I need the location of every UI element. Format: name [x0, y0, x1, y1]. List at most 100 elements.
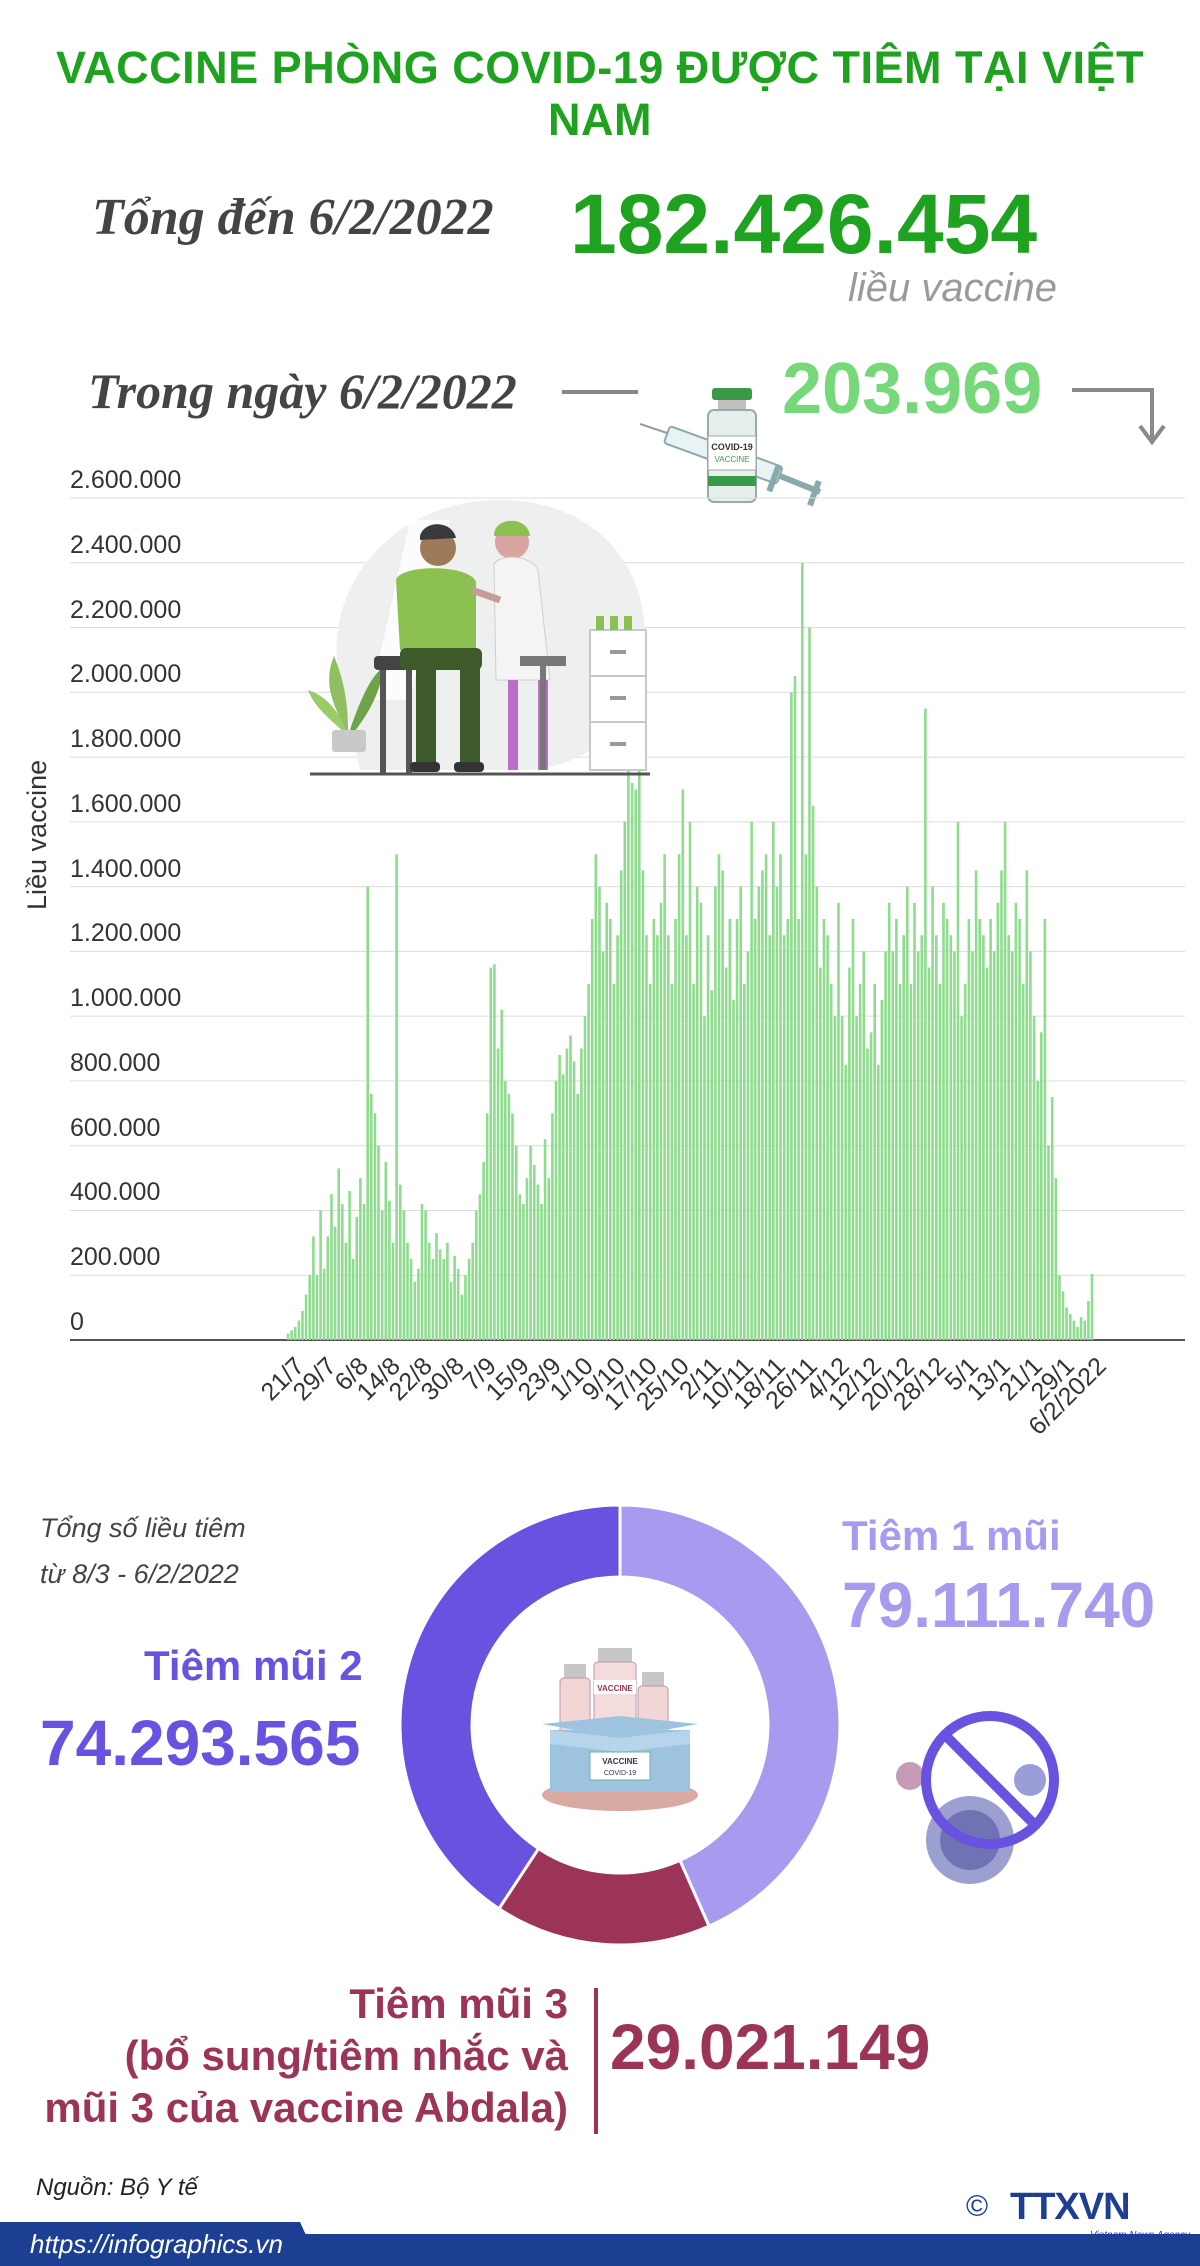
bar: [659, 902, 663, 1340]
bar: [963, 983, 967, 1340]
donut-slice: [398, 1503, 622, 1911]
no-virus-icon: [896, 1711, 1059, 1884]
bar: [1018, 919, 1021, 1340]
bar: [533, 1165, 536, 1340]
bar: [873, 983, 876, 1340]
bar: [489, 967, 493, 1340]
bar: [677, 854, 681, 1340]
bar: [688, 821, 692, 1340]
bar: [855, 1016, 858, 1340]
bar: [710, 990, 713, 1340]
bar: [308, 1275, 311, 1340]
bar: [580, 1048, 583, 1340]
bar: [565, 1048, 569, 1340]
pie-caption-line1: Tổng số liều tiêm: [40, 1513, 246, 1543]
bar: [1043, 919, 1047, 1340]
bar: [913, 902, 916, 1340]
dose3-label-line3: mũi 3 của vaccine Abdala): [44, 2084, 568, 2131]
bar: [460, 1294, 464, 1340]
bar: [1065, 1307, 1068, 1340]
bar: [775, 886, 779, 1340]
bar: [467, 1259, 471, 1340]
bar: [793, 676, 797, 1340]
vaccine-box-icon: VACCINE VACCINE COVID-19: [542, 1648, 698, 1811]
bar: [1076, 1327, 1079, 1340]
bar: [355, 1216, 359, 1340]
bar: [956, 821, 960, 1340]
bar: [924, 708, 927, 1340]
bar: [384, 1161, 388, 1340]
bar: [543, 1139, 547, 1340]
brand-logo: TTXVN: [1010, 2186, 1131, 2228]
bar: [902, 935, 905, 1340]
bar: [616, 935, 619, 1340]
vial-label-1: COVID-19: [711, 442, 753, 452]
bar: [1083, 1320, 1087, 1340]
y-tick-label: 800.000: [70, 1048, 161, 1077]
y-tick-label: 1.800.000: [70, 725, 182, 754]
bar: [772, 821, 775, 1340]
bar: [974, 870, 978, 1340]
bar: [438, 1249, 442, 1340]
y-tick-label: 1.000.000: [70, 984, 182, 1013]
y-tick-label: 600.000: [70, 1113, 161, 1142]
bar: [380, 1210, 384, 1340]
bar: [424, 1210, 427, 1340]
box-label-2: COVID-19: [604, 1770, 636, 1777]
bar: [348, 1191, 351, 1340]
bar: [1061, 1291, 1065, 1340]
plant-icon: [308, 656, 384, 752]
day-value: 203.969: [782, 349, 1043, 429]
bar: [739, 886, 742, 1340]
bar: [746, 951, 750, 1340]
dose3-label-line1: Tiêm mũi 3: [349, 1980, 568, 2027]
bar: [547, 1178, 551, 1340]
total-value: 182.426.454: [570, 177, 1038, 271]
bar: [1007, 935, 1010, 1340]
y-tick-label: 2.600.000: [70, 466, 182, 494]
y-tick-label: 200.000: [70, 1243, 161, 1272]
y-tick-label: 2.200.000: [70, 595, 182, 624]
bar: [753, 919, 757, 1340]
bar: [1069, 1314, 1072, 1340]
bar: [594, 854, 598, 1340]
bar: [315, 1275, 319, 1340]
bar: [862, 951, 866, 1340]
bar: [587, 983, 590, 1340]
day-connector: [562, 390, 638, 394]
bar: [724, 967, 728, 1340]
bar: [801, 562, 804, 1340]
bar: [478, 1194, 482, 1340]
bar: [290, 1330, 293, 1340]
vial-box-label: VACCINE: [597, 1684, 633, 1693]
bar: [670, 983, 674, 1340]
bar: [909, 983, 913, 1340]
bar: [623, 821, 627, 1340]
bar: [341, 1204, 344, 1340]
bar: [782, 935, 786, 1340]
bar: [1032, 1016, 1036, 1340]
bar: [695, 886, 699, 1340]
dose2-label: Tiêm mũi 2: [144, 1642, 363, 1689]
bar: [464, 1275, 467, 1340]
bar: [869, 1032, 873, 1340]
bar: [667, 935, 670, 1340]
bar: [880, 1000, 884, 1340]
bar: [638, 724, 641, 1340]
bar: [938, 983, 942, 1340]
bar: [706, 935, 710, 1340]
bar: [764, 854, 768, 1340]
footer-url-link[interactable]: https://infographics.vn: [0, 2222, 300, 2266]
bar: [833, 1016, 837, 1340]
bar: [945, 919, 949, 1340]
bar: [1087, 1301, 1090, 1340]
bar: [619, 870, 623, 1340]
y-tick-label: 1.200.000: [70, 919, 182, 948]
bar: [790, 692, 793, 1340]
bar: [402, 1210, 406, 1340]
bar: [388, 1200, 391, 1340]
bar: [786, 919, 790, 1340]
bar: [427, 1242, 431, 1340]
y-tick-label: 2.400.000: [70, 530, 182, 559]
bar: [612, 983, 616, 1340]
